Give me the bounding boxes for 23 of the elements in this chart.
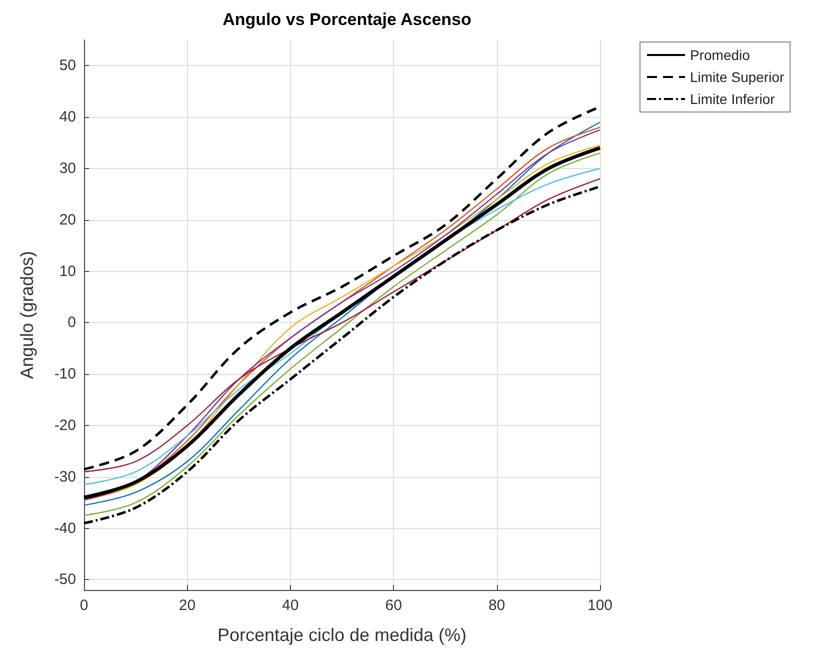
chart-title: Angulo vs Porcentaje Ascenso	[222, 10, 472, 29]
legend-label: Promedio	[690, 47, 750, 63]
x-tick-label: 40	[282, 597, 299, 614]
y-tick-label: -50	[54, 571, 76, 588]
y-tick-label: -40	[54, 520, 76, 537]
y-tick-label: 0	[68, 314, 76, 332]
y-tick-label: 40	[59, 108, 76, 126]
y-tick-label: -10	[54, 366, 76, 383]
y-tick-label: -20	[54, 417, 76, 434]
legend-label: Limite Superior	[690, 69, 784, 85]
legend-label: Limite Inferior	[690, 91, 776, 107]
y-tick-label: 30	[59, 160, 76, 178]
x-tick-label: 0	[80, 597, 88, 614]
x-tick-label: 80	[488, 597, 506, 614]
y-tick-label: 10	[59, 262, 76, 280]
x-tick-label: 60	[385, 597, 402, 614]
x-tick-label: 20	[178, 597, 196, 614]
y-tick-label: 50	[59, 57, 76, 74]
y-tick-label: -30	[54, 468, 76, 486]
y-tick-label: 20	[59, 211, 76, 228]
y-axis-title: Angulo (grados)	[17, 250, 37, 380]
x-tick-label: 100	[587, 597, 613, 614]
x-axis-title: Porcentaje ciclo de medida (%)	[217, 625, 467, 645]
